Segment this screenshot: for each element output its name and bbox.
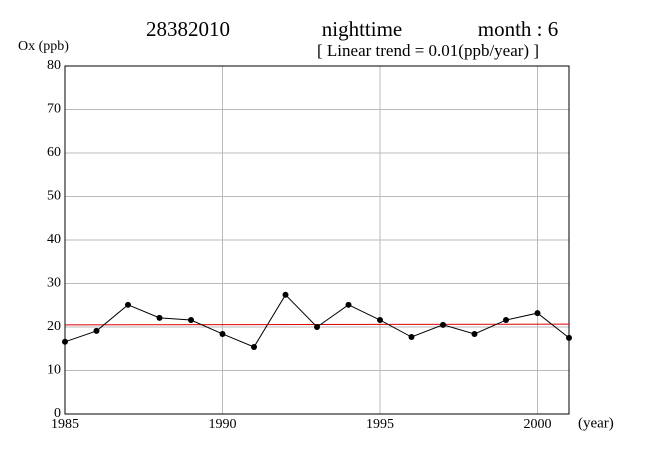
data-point bbox=[534, 310, 541, 317]
data-point bbox=[377, 317, 383, 324]
data-point bbox=[282, 291, 289, 298]
x-tick-label: 1995 bbox=[366, 417, 394, 432]
data-point bbox=[345, 301, 352, 308]
y-tick-label: 50 bbox=[47, 189, 61, 204]
data-line bbox=[64, 293, 570, 348]
y-tick-label: 20 bbox=[47, 319, 61, 334]
y-tick-label: 10 bbox=[47, 363, 61, 378]
data-point bbox=[566, 334, 572, 341]
y-tick-label: 70 bbox=[47, 102, 61, 117]
data-point bbox=[93, 327, 100, 334]
y-tick-label: 80 bbox=[47, 58, 61, 73]
y-tick-label: 0 bbox=[54, 406, 61, 421]
data-point bbox=[156, 314, 163, 321]
data-point bbox=[219, 330, 226, 337]
chart-title: 28382010 bbox=[146, 17, 230, 41]
data-point bbox=[471, 330, 478, 337]
data-point bbox=[314, 324, 320, 330]
y-tick-label: 60 bbox=[47, 145, 61, 160]
data-point bbox=[503, 317, 509, 324]
x-tick-label: 1985 bbox=[51, 417, 79, 432]
plot-frame bbox=[64, 65, 570, 415]
data-point bbox=[440, 321, 446, 328]
x-tick-label: 1990 bbox=[209, 417, 237, 432]
x-axis-label: (year) bbox=[578, 415, 614, 431]
y-tick-label: 30 bbox=[47, 276, 61, 291]
y-tick-label: 40 bbox=[47, 232, 61, 247]
month-label: month : 6 bbox=[478, 17, 559, 41]
data-point bbox=[62, 338, 68, 345]
data-point bbox=[251, 344, 257, 351]
data-point bbox=[125, 301, 131, 308]
x-tick-label: 2000 bbox=[524, 417, 552, 432]
data-point bbox=[188, 317, 194, 324]
data-point bbox=[408, 334, 415, 341]
y-axis-label: Ox (ppb) bbox=[18, 39, 69, 54]
annotation: [ Linear trend = 0.01(ppb/year) ] bbox=[317, 41, 539, 60]
chart-subtitle: nighttime bbox=[322, 17, 403, 41]
